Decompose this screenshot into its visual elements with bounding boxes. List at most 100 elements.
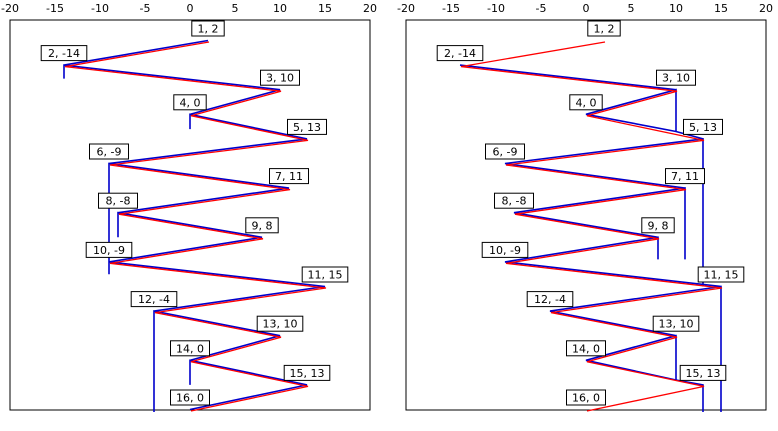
point-label: 13, 10 (652, 315, 700, 332)
point-label: 1, 2 (587, 20, 621, 37)
point-label-text: 11, 15 (308, 269, 343, 282)
point-label-box (587, 20, 621, 37)
point-label-text: 16, 0 (572, 392, 600, 405)
point-label: 5, 13 (683, 118, 723, 135)
point-label-box (98, 192, 138, 209)
point-label-text: 15, 13 (290, 367, 325, 380)
point-label-box (436, 45, 484, 62)
point-label-box (173, 94, 207, 111)
point-label-box (683, 118, 723, 135)
x-tick-label: 20 (759, 2, 773, 15)
point-label-box (526, 291, 574, 308)
point-label: 3, 10 (656, 69, 696, 86)
point-label-text: 1, 2 (594, 23, 615, 36)
point-label-box (301, 266, 349, 283)
point-label-text: 2, -14 (444, 47, 476, 60)
point-label-box (656, 69, 696, 86)
point-label-text: 7, 11 (275, 170, 303, 183)
point-label-box (697, 266, 745, 283)
point-label-box (85, 241, 133, 258)
point-label-text: 11, 15 (704, 269, 739, 282)
point-label-text: 15, 13 (686, 367, 721, 380)
point-label-box (494, 192, 534, 209)
point-label-text: 14, 0 (572, 342, 600, 355)
point-label-text: 7, 11 (671, 170, 699, 183)
x-tick-label: -5 (536, 2, 547, 15)
point-label: 4, 0 (569, 94, 603, 111)
point-label-box (287, 118, 327, 135)
point-label: 15, 13 (283, 364, 331, 381)
right-chart-panel: -20 -15 -10 -5 0 5 10 15 20 1, 2 2, -14 3, 10 4, 0 5,… (397, 2, 773, 412)
point-label: 10, -9 (481, 241, 529, 258)
point-label: 12, -4 (130, 291, 178, 308)
point-label-box (485, 143, 525, 160)
point-label: 4, 0 (173, 94, 207, 111)
point-label-box (260, 69, 300, 86)
point-label-text: 16, 0 (176, 392, 204, 405)
point-label: 15, 13 (679, 364, 727, 381)
point-label-text: 4, 0 (180, 96, 201, 109)
red-series-line (64, 41, 327, 412)
x-tick-label: -20 (1, 2, 19, 15)
point-label-box (679, 364, 727, 381)
x-tick-label: 10 (669, 2, 683, 15)
point-label-box (170, 340, 210, 357)
point-label-text: 12, -4 (534, 293, 566, 306)
point-label: 7, 11 (269, 168, 309, 185)
x-tick-label: -20 (397, 2, 415, 15)
x-tick-label: 0 (583, 2, 590, 15)
point-label-text: 10, -9 (489, 244, 521, 257)
point-label-text: 13, 10 (263, 318, 298, 331)
point-label-text: 3, 10 (266, 72, 294, 85)
point-label-box (40, 45, 88, 62)
point-label-box (665, 168, 705, 185)
point-label-box (569, 94, 603, 111)
point-label: 11, 15 (301, 266, 349, 283)
point-label-text: 13, 10 (659, 318, 694, 331)
point-label-text: 3, 10 (662, 72, 690, 85)
point-label-box (191, 20, 225, 37)
point-label-text: 14, 0 (176, 342, 204, 355)
point-label-text: 8, -8 (502, 195, 527, 208)
point-label-box (130, 291, 178, 308)
red-series-line (460, 41, 723, 412)
point-label: 11, 15 (697, 266, 745, 283)
point-label: 16, 0 (566, 389, 606, 406)
x-tick-label: -10 (487, 2, 505, 15)
x-tick-label: 10 (273, 2, 287, 15)
point-label: 5, 13 (287, 118, 327, 135)
point-label-text: 12, -4 (138, 293, 170, 306)
point-label-text: 6, -9 (493, 146, 518, 159)
x-tick-label: 15 (714, 2, 728, 15)
point-label-text: 9, 8 (252, 219, 273, 232)
point-label-box (89, 143, 129, 160)
point-label-box (481, 241, 529, 258)
point-label-box (641, 217, 675, 234)
point-label-box (256, 315, 304, 332)
blue-series-line (459, 64, 722, 412)
point-label: 2, -14 (40, 45, 88, 62)
point-label-box (283, 364, 331, 381)
point-label: 9, 8 (245, 217, 279, 234)
plot-frame (9, 19, 371, 411)
x-tick-label: 5 (628, 2, 635, 15)
point-label-text: 4, 0 (576, 96, 597, 109)
point-label: 14, 0 (170, 340, 210, 357)
point-label-text: 10, -9 (93, 244, 125, 257)
point-label: 13, 10 (256, 315, 304, 332)
point-label: 2, -14 (436, 45, 484, 62)
point-label: 8, -8 (494, 192, 534, 209)
point-label-box (566, 340, 606, 357)
x-tick-label: 15 (318, 2, 332, 15)
point-label: 7, 11 (665, 168, 705, 185)
plot-frame (405, 19, 767, 411)
point-label: 10, -9 (85, 241, 133, 258)
point-label-text: 6, -9 (97, 146, 122, 159)
x-tick-label: 0 (187, 2, 194, 15)
point-label-box (652, 315, 700, 332)
point-label: 1, 2 (191, 20, 225, 37)
point-label-box (269, 168, 309, 185)
point-label-text: 2, -14 (48, 47, 80, 60)
point-label-text: 5, 13 (689, 121, 717, 134)
